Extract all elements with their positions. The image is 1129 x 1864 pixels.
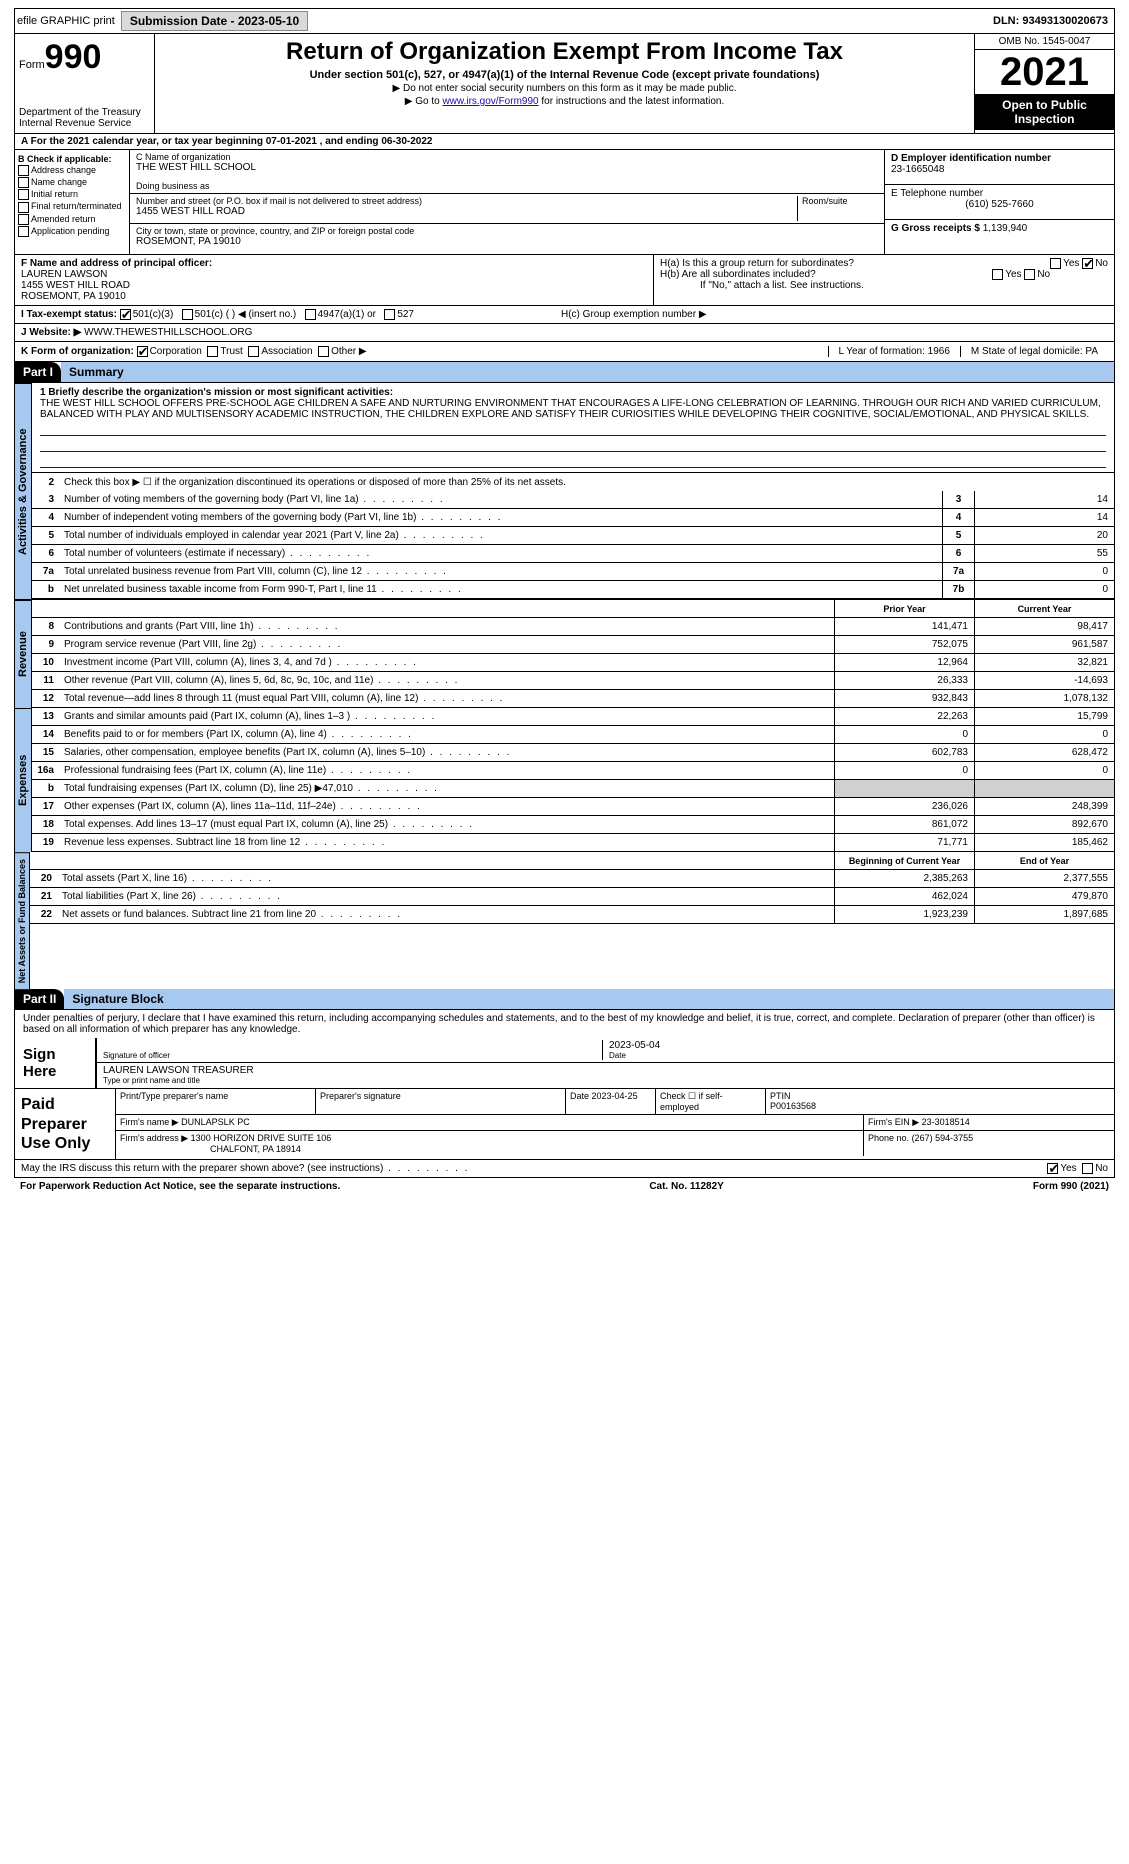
submission-date-button[interactable]: Submission Date - 2023-05-10 — [121, 11, 308, 31]
data-line: b Total fundraising expenses (Part IX, c… — [32, 780, 1114, 798]
form-title: Return of Organization Exempt From Incom… — [163, 38, 966, 66]
officer-name: LAUREN LAWSON TREASURER — [103, 1065, 1108, 1076]
gov-line: 3 Number of voting members of the govern… — [32, 491, 1114, 509]
org-name: THE WEST HILL SCHOOL — [136, 162, 878, 173]
tab-revenue: Revenue — [15, 600, 32, 708]
dept-label: Department of the Treasury Internal Reve… — [19, 107, 150, 129]
efile-label: efile GRAPHIC print — [17, 15, 115, 27]
current-year-hdr: Current Year — [974, 600, 1114, 617]
form-header: Form990 Department of the Treasury Inter… — [14, 34, 1115, 134]
line2-desc: Check this box ▶ ☐ if the organization d… — [60, 475, 1114, 490]
row-fh: F Name and address of principal officer:… — [14, 255, 1115, 306]
sig-date: 2023-05-04 — [609, 1040, 1108, 1051]
data-line: 8 Contributions and grants (Part VIII, l… — [32, 618, 1114, 636]
data-line: 14 Benefits paid to or for members (Part… — [32, 726, 1114, 744]
data-line: 16a Professional fundraising fees (Part … — [32, 762, 1114, 780]
row-i: I Tax-exempt status: 501(c)(3) 501(c) ( … — [14, 306, 1115, 324]
data-line: 9 Program service revenue (Part VIII, li… — [32, 636, 1114, 654]
firm-name: DUNLAPSLK PC — [181, 1117, 250, 1127]
mission-box: 1 Briefly describe the organization's mi… — [32, 383, 1114, 473]
tab-governance: Activities & Governance — [15, 383, 32, 599]
dln-label: DLN: 93493130020673 — [993, 15, 1112, 27]
phone-value: (610) 525-7660 — [891, 199, 1108, 210]
ein-value: 23-1665048 — [891, 164, 1108, 175]
prep-date: 2023-04-25 — [592, 1091, 638, 1101]
paid-preparer-label: Paid Preparer Use Only — [15, 1089, 115, 1159]
org-city: ROSEMONT, PA 19010 — [136, 236, 878, 247]
part2-header: Part II Signature Block — [14, 989, 1115, 1010]
tab-net-assets: Net Assets or Fund Balances — [15, 852, 30, 989]
year-formation: L Year of formation: 1966 — [828, 346, 960, 357]
data-line: 12 Total revenue—add lines 8 through 11 … — [32, 690, 1114, 708]
row-a-period: A For the 2021 calendar year, or tax yea… — [14, 134, 1115, 150]
cat-no: Cat. No. 11282Y — [649, 1181, 723, 1192]
sign-here-label: Sign Here — [15, 1038, 95, 1088]
prior-year-hdr: Prior Year — [834, 600, 974, 617]
gov-line: 7a Total unrelated business revenue from… — [32, 563, 1114, 581]
entity-grid: B Check if applicable: Address change Na… — [14, 150, 1115, 255]
row-k: K Form of organization: Corporation Trus… — [14, 342, 1115, 362]
part1-header: Part I Summary — [14, 362, 1115, 383]
form-subtitle: Under section 501(c), 527, or 4947(a)(1)… — [163, 69, 966, 81]
gov-line: b Net unrelated business taxable income … — [32, 581, 1114, 599]
mission-text: THE WEST HILL SCHOOL OFFERS PRE-SCHOOL A… — [40, 398, 1106, 420]
top-bar: efile GRAPHIC print Submission Date - 20… — [14, 8, 1115, 34]
firm-addr2: CHALFONT, PA 18914 — [120, 1144, 301, 1154]
ssn-note: ▶ Do not enter social security numbers o… — [163, 83, 966, 94]
data-line: 17 Other expenses (Part IX, column (A), … — [32, 798, 1114, 816]
gov-line: 5 Total number of individuals employed i… — [32, 527, 1114, 545]
open-inspection: Open to Public Inspection — [975, 94, 1114, 130]
org-street: 1455 WEST HILL ROAD — [136, 206, 793, 217]
form-ref: Form 990 (2021) — [1033, 1181, 1109, 1192]
data-line: 11 Other revenue (Part VIII, column (A),… — [32, 672, 1114, 690]
data-line: 18 Total expenses. Add lines 13–17 (must… — [32, 816, 1114, 834]
box-f: F Name and address of principal officer:… — [15, 255, 654, 305]
discuss-line: May the IRS discuss this return with the… — [14, 1160, 1115, 1178]
footer: For Paperwork Reduction Act Notice, see … — [14, 1178, 1115, 1195]
data-line: 19 Revenue less expenses. Subtract line … — [32, 834, 1114, 852]
box-b: B Check if applicable: Address change Na… — [15, 150, 130, 254]
gov-line: 4 Number of independent voting members o… — [32, 509, 1114, 527]
gross-receipts: 1,139,940 — [983, 223, 1028, 234]
firm-ein: 23-3018514 — [922, 1117, 970, 1127]
data-line: 15 Salaries, other compensation, employe… — [32, 744, 1114, 762]
data-line: 20 Total assets (Part X, line 16) 2,385,… — [30, 870, 1114, 888]
ptin: P00163568 — [770, 1101, 1110, 1111]
perjury-declaration: Under penalties of perjury, I declare th… — [15, 1010, 1114, 1038]
irs-link[interactable]: www.irs.gov/Form990 — [442, 96, 538, 107]
box-c: C Name of organization THE WEST HILL SCH… — [130, 150, 884, 254]
website-value: WWW.THEWESTHILLSCHOOL.ORG — [84, 327, 252, 338]
goto-note: ▶ Go to www.irs.gov/Form990 for instruct… — [163, 96, 966, 107]
firm-phone: (267) 594-3755 — [912, 1133, 974, 1143]
signature-block: Under penalties of perjury, I declare th… — [14, 1010, 1115, 1089]
omb-number: OMB No. 1545-0047 — [975, 34, 1114, 50]
end-year-hdr: End of Year — [974, 852, 1114, 869]
preparer-block: Paid Preparer Use Only Print/Type prepar… — [14, 1089, 1115, 1160]
firm-addr1: 1300 HORIZON DRIVE SUITE 106 — [191, 1133, 332, 1143]
data-line: 10 Investment income (Part VIII, column … — [32, 654, 1114, 672]
box-deg: D Employer identification number 23-1665… — [884, 150, 1114, 254]
begin-year-hdr: Beginning of Current Year — [834, 852, 974, 869]
data-line: 22 Net assets or fund balances. Subtract… — [30, 906, 1114, 924]
data-line: 13 Grants and similar amounts paid (Part… — [32, 708, 1114, 726]
tab-expenses: Expenses — [15, 708, 32, 852]
row-j: J Website: ▶ WWW.THEWESTHILLSCHOOL.ORG — [14, 324, 1115, 342]
data-line: 21 Total liabilities (Part X, line 26) 4… — [30, 888, 1114, 906]
box-h: H(a) Is this a group return for subordin… — [654, 255, 1114, 305]
tax-year: 2021 — [975, 50, 1114, 94]
form-number: Form990 — [19, 38, 150, 77]
state-domicile: M State of legal domicile: PA — [960, 346, 1108, 357]
gov-line: 6 Total number of volunteers (estimate i… — [32, 545, 1114, 563]
